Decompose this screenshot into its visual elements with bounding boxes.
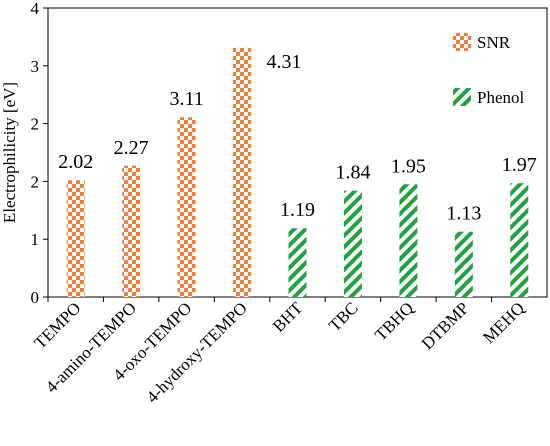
x-category-label: TBC [325, 298, 362, 335]
legend-label-snr: SNR [477, 33, 511, 52]
y-tick-label: 3 [31, 57, 40, 76]
bars [66, 47, 529, 297]
bar-phenol-tbc [343, 190, 362, 297]
x-category-label: DTBMP [418, 298, 473, 353]
data-label: 2.27 [114, 137, 149, 159]
y-axis-title: Electrophilicity [eV] [0, 82, 19, 223]
data-label: 1.97 [502, 154, 537, 176]
legend-swatch-snr [453, 33, 471, 51]
bar-phenol-bht [288, 228, 307, 297]
y-tick-label: 2 [31, 115, 40, 134]
x-category-label: TBHQ [371, 298, 417, 344]
data-label: 1.19 [280, 199, 315, 221]
x-category-label: BHT [269, 298, 307, 336]
y-tick-label: 2 [31, 172, 40, 191]
data-label: 2.02 [58, 151, 93, 173]
bar-snr-4-hydroxy-tempo [233, 47, 252, 297]
legend: SNR Phenol [453, 33, 525, 107]
data-label: 1.13 [446, 203, 481, 225]
y-tick-label: 0 [31, 288, 40, 307]
bar-phenol-mehq [510, 183, 529, 297]
bar-snr-tempo [66, 180, 85, 297]
data-label: 3.11 [169, 88, 203, 110]
data-labels: 2.02 2.27 3.11 4.31 1.19 1.84 1.95 1.13 1.97 [58, 51, 537, 225]
y-tick-label: 4 [31, 0, 40, 18]
y-tick-label: 1 [31, 230, 40, 249]
data-label: 1.84 [335, 162, 370, 184]
bar-snr-4-amino-tempo [122, 165, 141, 297]
legend-label-phenol: Phenol [477, 88, 525, 107]
bar-phenol-dtbmp [454, 231, 473, 297]
bar-snr-4-oxo-tempo [177, 117, 196, 297]
x-category-label: 4-hydroxy-TEMPO [143, 298, 251, 406]
bar-phenol-tbhq [399, 184, 418, 297]
legend-swatch-phenol [453, 88, 471, 106]
data-label: 4.31 [267, 51, 302, 73]
data-label: 1.95 [391, 155, 426, 177]
x-category-label: MEHQ [479, 298, 528, 347]
